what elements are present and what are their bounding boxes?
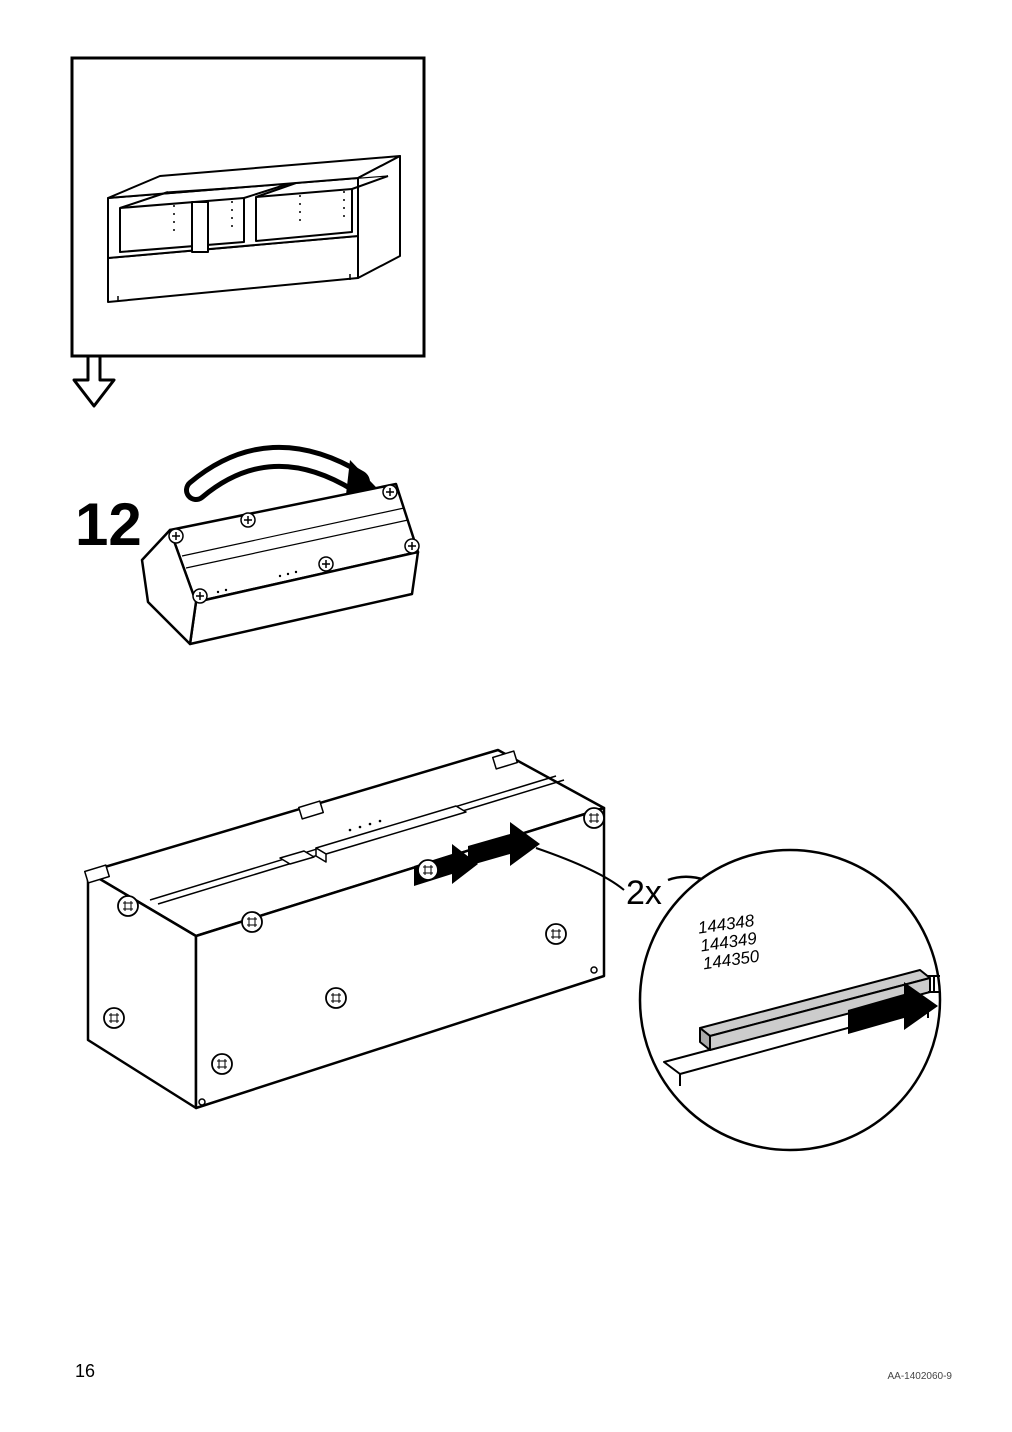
page-number: 16 [75,1361,95,1382]
doc-code: AA-1402060-9 [888,1371,953,1382]
down-arrow-icon [72,356,114,406]
flip-diagram [142,457,419,644]
bottom-diagram [85,750,604,1108]
step-number: 12 [75,490,142,559]
top-panel-frame [72,58,424,356]
callout-count: 2x [626,874,662,912]
flip-box [142,484,419,644]
